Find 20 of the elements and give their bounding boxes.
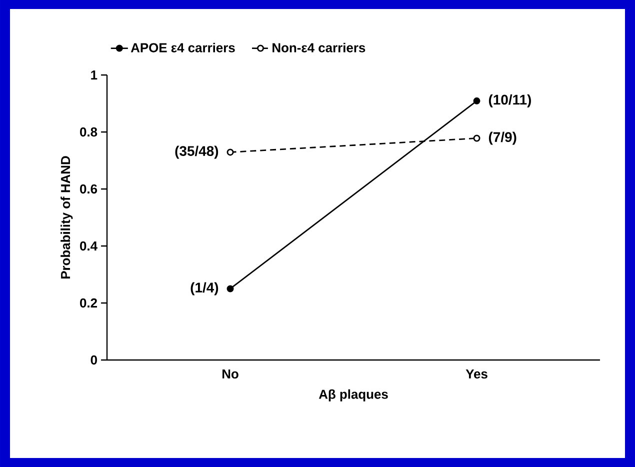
x-axis-title: Aβ plaques — [318, 389, 388, 402]
y-tick-label: 0.4 — [80, 241, 98, 251]
y-tick-label: 1 — [91, 70, 98, 80]
y-tick-label: 0.2 — [80, 298, 97, 308]
legend-label: Non-ε4 carriers — [272, 42, 366, 52]
y-tick-label: 0.8 — [80, 127, 98, 137]
data-label: (35/48) — [175, 146, 218, 159]
data-label: (1/4) — [190, 282, 218, 296]
point — [226, 285, 234, 292]
data-label: (10/11) — [488, 94, 531, 108]
point — [473, 97, 480, 104]
y-axis-title: Probability of HAND — [60, 156, 73, 279]
data-label: (7/9) — [488, 132, 516, 145]
point — [226, 148, 234, 156]
legend-label: APOE ε4 carriers — [130, 42, 235, 52]
x-tick-label: No — [222, 369, 238, 379]
y-tick-label: 0.6 — [80, 184, 98, 194]
point — [473, 134, 480, 142]
y-tick-label: 0 — [90, 355, 97, 365]
x-tick-label: Yes — [466, 369, 488, 379]
